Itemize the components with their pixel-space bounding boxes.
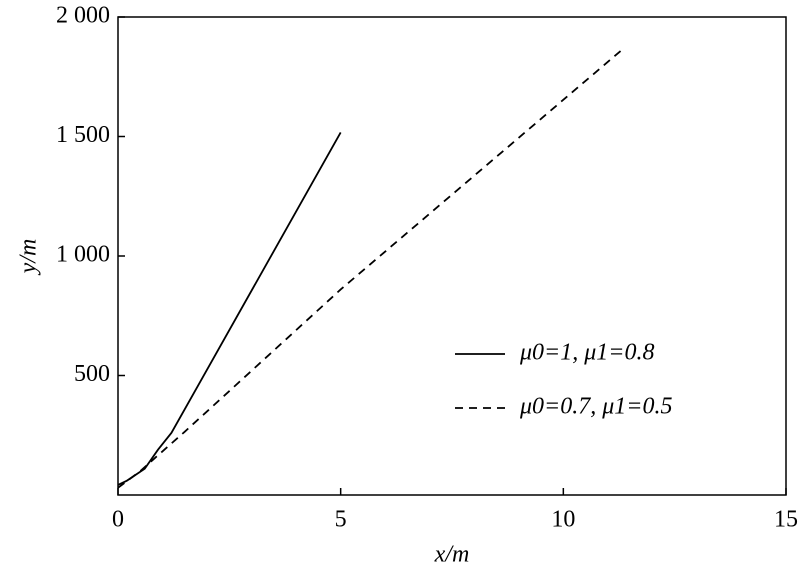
y-tick-label: 2 000 [56,3,110,29]
x-axis-label: x/m [434,542,470,568]
series-line [117,49,622,489]
y-tick-label: 500 [74,361,110,387]
x-tick-label: 5 [335,507,347,533]
y-axis-label: y/m [16,239,42,276]
legend-label: μ0=0.7, μ1=0.5 [519,394,672,420]
x-tick-label: 0 [112,507,124,533]
x-tick-label: 15 [774,507,798,533]
plot-frame [117,16,787,496]
series-line [117,131,342,486]
legend-label: μ0=1, μ1=0.8 [519,340,654,366]
y-tick-label: 1 000 [56,242,110,268]
x-tick-label: 10 [551,507,575,533]
y-tick-label: 1 500 [56,122,110,148]
